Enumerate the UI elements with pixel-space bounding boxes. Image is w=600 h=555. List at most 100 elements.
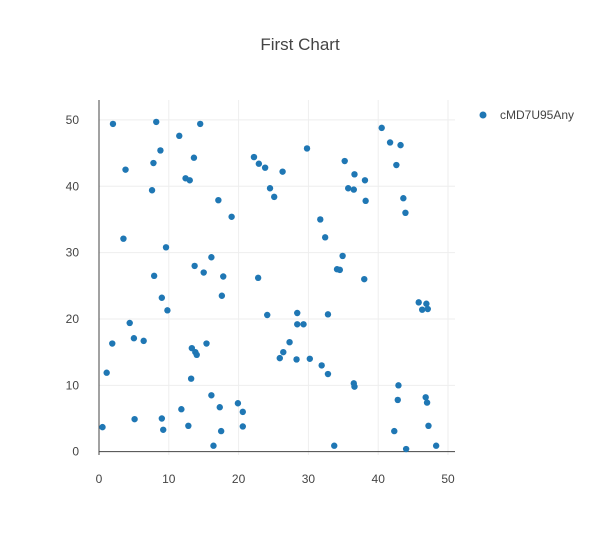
scatter-point[interactable] [130, 335, 138, 342]
scatter-point[interactable] [122, 166, 129, 173]
scatter-point[interactable] [160, 426, 167, 433]
scatter-point[interactable] [261, 164, 269, 171]
scatter-point[interactable] [208, 254, 215, 261]
scatter-point[interactable] [176, 132, 183, 140]
scatter-point[interactable] [391, 427, 398, 435]
scatter-point[interactable] [255, 160, 263, 167]
scatter-point[interactable] [397, 141, 404, 149]
scatter-point[interactable] [193, 351, 200, 359]
scatter-point[interactable] [131, 415, 138, 423]
scatter-point[interactable] [336, 266, 344, 274]
scatter-point[interactable] [190, 154, 198, 161]
scatter-point[interactable] [418, 306, 426, 313]
x-tick-label: 30 [302, 472, 316, 486]
scatter-point[interactable] [341, 157, 348, 165]
scatter-point[interactable] [140, 337, 147, 345]
scatter-point[interactable] [215, 196, 222, 204]
scatter-point[interactable] [276, 354, 283, 362]
scatter-point[interactable] [216, 404, 223, 411]
scatter-point[interactable] [187, 375, 195, 382]
scatter-point[interactable] [200, 269, 207, 276]
scatter-point[interactable] [220, 273, 227, 280]
scatter-point[interactable] [234, 400, 242, 407]
scatter-point[interactable] [157, 147, 164, 154]
scatter-point[interactable] [153, 118, 160, 126]
scatter-point[interactable] [239, 408, 246, 416]
scatter-point[interactable] [317, 216, 324, 223]
scatter-point[interactable] [191, 262, 198, 270]
scatter-point[interactable] [350, 380, 357, 387]
scatter-point[interactable] [264, 311, 271, 319]
scatter-point[interactable] [361, 275, 368, 283]
scatter-point[interactable] [395, 382, 402, 389]
scatter-point[interactable] [208, 392, 215, 399]
scatter-point[interactable] [103, 369, 110, 376]
scatter-point[interactable] [362, 197, 369, 205]
scatter-point[interactable] [423, 300, 430, 307]
scatter-point[interactable] [402, 209, 409, 217]
scatter-point[interactable] [266, 185, 274, 192]
scatter-point[interactable] [350, 186, 357, 193]
scatter-point[interactable] [324, 311, 332, 318]
legend[interactable]: cMD7U95Any [479, 108, 575, 122]
scatter-point[interactable] [280, 348, 287, 356]
scatter-point[interactable] [303, 145, 311, 152]
scatter-point[interactable] [402, 445, 410, 453]
scatter-point[interactable] [293, 356, 300, 363]
scatter-point[interactable] [351, 171, 358, 178]
scatter-point[interactable] [415, 299, 422, 306]
scatter-point[interactable] [158, 415, 166, 422]
y-tick-label: 30 [66, 246, 80, 260]
scatter-point[interactable] [210, 442, 217, 449]
scatter-point[interactable] [158, 294, 166, 301]
scatter-point[interactable] [185, 422, 192, 430]
scatter-point[interactable] [148, 187, 156, 194]
y-tick-label: 20 [66, 312, 80, 326]
scatter-point[interactable] [271, 193, 278, 201]
scatter-point[interactable] [394, 396, 401, 404]
scatter-point[interactable] [150, 272, 158, 280]
scatter-point[interactable] [162, 244, 170, 251]
scatter-point[interactable] [331, 442, 338, 449]
scatter-point[interactable] [425, 422, 432, 430]
scatter-point[interactable] [422, 394, 429, 401]
scatter-point[interactable] [126, 319, 133, 327]
scatter-point[interactable] [178, 406, 185, 413]
scatter-point[interactable] [239, 423, 246, 430]
scatter-point[interactable] [218, 292, 226, 299]
scatter-point[interactable] [423, 399, 431, 406]
scatter-point[interactable] [109, 120, 117, 128]
scatter-point[interactable] [294, 309, 301, 317]
scatter-point[interactable] [424, 305, 431, 313]
scatter-point[interactable] [164, 307, 171, 314]
scatter-point[interactable] [400, 195, 407, 202]
scatter-point[interactable] [120, 235, 127, 242]
scatter-point[interactable] [345, 185, 352, 192]
scatter-point[interactable] [321, 234, 329, 241]
scatter-point[interactable] [109, 340, 116, 347]
scatter-point[interactable] [203, 340, 210, 347]
scatter-point[interactable] [378, 124, 385, 132]
scatter-point[interactable] [250, 153, 258, 161]
scatter-point[interactable] [150, 159, 157, 167]
scatter-point[interactable] [286, 338, 293, 346]
scatter-point[interactable] [99, 423, 106, 431]
scatter-point[interactable] [294, 321, 301, 328]
scatter-point[interactable] [361, 177, 369, 184]
scatter-point[interactable] [386, 139, 394, 146]
scatter-point[interactable] [432, 442, 440, 449]
x-tick-label: 0 [96, 472, 103, 486]
scatter-point[interactable] [300, 321, 307, 328]
scatter-point[interactable] [228, 213, 235, 220]
scatter-point[interactable] [324, 370, 332, 378]
scatter-point[interactable] [197, 120, 204, 128]
scatter-point[interactable] [279, 168, 286, 175]
scatter-point[interactable] [306, 355, 314, 362]
scatter-point[interactable] [217, 427, 225, 435]
scatter-point[interactable] [339, 252, 346, 260]
scatter-point[interactable] [318, 362, 325, 369]
scatter-point[interactable] [254, 274, 262, 282]
scatter-point[interactable] [186, 177, 193, 184]
scatter-point[interactable] [393, 161, 400, 169]
